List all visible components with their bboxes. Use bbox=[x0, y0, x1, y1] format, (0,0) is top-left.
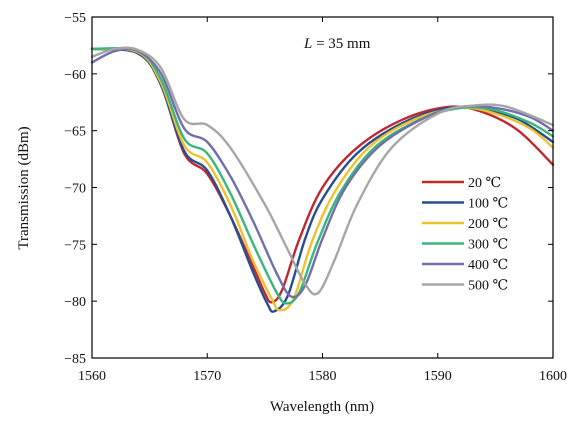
legend-label-3: 300 ℃ bbox=[468, 238, 508, 253]
legend-label-4: 400 ℃ bbox=[468, 258, 508, 273]
x-axis-label: Wavelength (nm) bbox=[270, 399, 374, 415]
x-tick-label: 1560 bbox=[78, 369, 106, 384]
x-tick-label: 1580 bbox=[309, 369, 337, 384]
x-tick-label: 1590 bbox=[424, 369, 452, 384]
x-tick-label: 1600 bbox=[539, 369, 567, 384]
legend-label-1: 100 ℃ bbox=[468, 197, 508, 212]
y-tick-label: −70 bbox=[64, 182, 86, 197]
legend: 20 ℃ 100 ℃ 200 ℃ 300 ℃ 400 ℃ 500 ℃ bbox=[422, 176, 508, 294]
y-tick-label: −65 bbox=[64, 125, 86, 140]
legend-label-5: 500 ℃ bbox=[468, 279, 508, 294]
series-curves bbox=[90, 46, 555, 313]
y-tick-label: −75 bbox=[64, 238, 86, 253]
legend-label-2: 200 ℃ bbox=[468, 217, 508, 232]
legend-label-0: 20 ℃ bbox=[468, 176, 501, 191]
y-tick-label: −80 bbox=[64, 295, 86, 310]
length-annotation: L = 35 mm bbox=[303, 36, 371, 52]
y-tick-label: −55 bbox=[64, 11, 86, 26]
axis-ticks: 1560 1570 1580 1590 1600 −85 −80 −75 −70 −65 −60 −5… bbox=[64, 11, 567, 384]
y-tick-label: −60 bbox=[64, 68, 86, 83]
y-tick-label: −85 bbox=[64, 352, 86, 367]
series-line-5 bbox=[90, 46, 555, 296]
x-tick-label: 1570 bbox=[193, 369, 221, 384]
y-axis-label: Transmission (dBm) bbox=[16, 126, 32, 249]
